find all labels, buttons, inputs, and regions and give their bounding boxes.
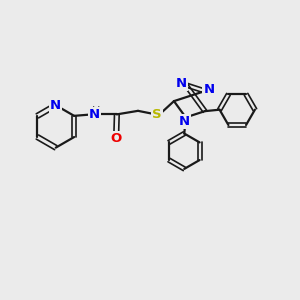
Text: N: N [179,115,190,128]
Text: N: N [50,99,61,112]
Text: N: N [203,83,214,96]
Text: H: H [92,106,100,116]
Text: O: O [111,132,122,145]
Text: N: N [89,108,100,121]
Text: S: S [152,108,162,121]
Text: N: N [176,77,187,90]
